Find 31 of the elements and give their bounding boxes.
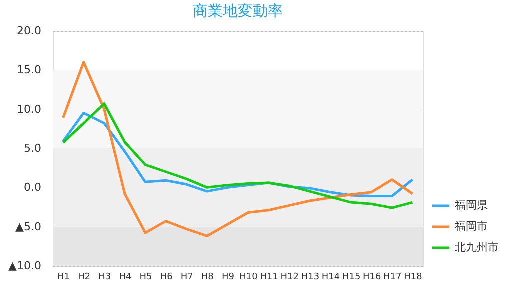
- y-tick-label: 20.0: [17, 24, 42, 38]
- x-tick-label: H16: [362, 272, 382, 282]
- x-tick-label: H6: [160, 272, 174, 282]
- x-tick-label: H7: [180, 272, 194, 282]
- x-tick-label: H12: [280, 272, 300, 282]
- x-tick-label: H14: [322, 272, 340, 282]
- x-tick-label: H2: [78, 272, 91, 282]
- x-tick-label: H11: [260, 272, 278, 282]
- x-tick-label: H5: [140, 272, 152, 282]
- y-tick-label: 0.0: [24, 181, 42, 194]
- y-tick-label: 10.0: [17, 102, 42, 116]
- legend-label: 福岡市: [455, 220, 488, 233]
- line-series: [62, 102, 414, 210]
- x-tick-label: H18: [404, 272, 423, 282]
- x-tick-label: H17: [384, 272, 402, 282]
- x-tick-label: H10: [240, 272, 258, 282]
- x-tick-label: H3: [98, 272, 112, 282]
- x-tick-label: H4: [119, 272, 132, 282]
- x-tick-label: H9: [222, 272, 235, 282]
- line-series: [62, 61, 414, 238]
- y-tick-label: 15.0: [17, 64, 42, 77]
- x-tick-label: H1: [58, 272, 70, 282]
- y-tick-label: ▲10.0: [8, 260, 42, 272]
- y-tick-label: ▲5.0: [16, 220, 42, 234]
- legend-label: 北九州市: [455, 241, 499, 254]
- legend-label: 福岡県: [455, 199, 488, 212]
- x-tick-label: H13: [301, 272, 320, 282]
- chart-title: 商業地変動率: [193, 2, 283, 20]
- x-tick-label: H8: [201, 272, 214, 282]
- x-tick-label: H15: [342, 272, 361, 282]
- y-tick-label: 5.0: [24, 142, 42, 155]
